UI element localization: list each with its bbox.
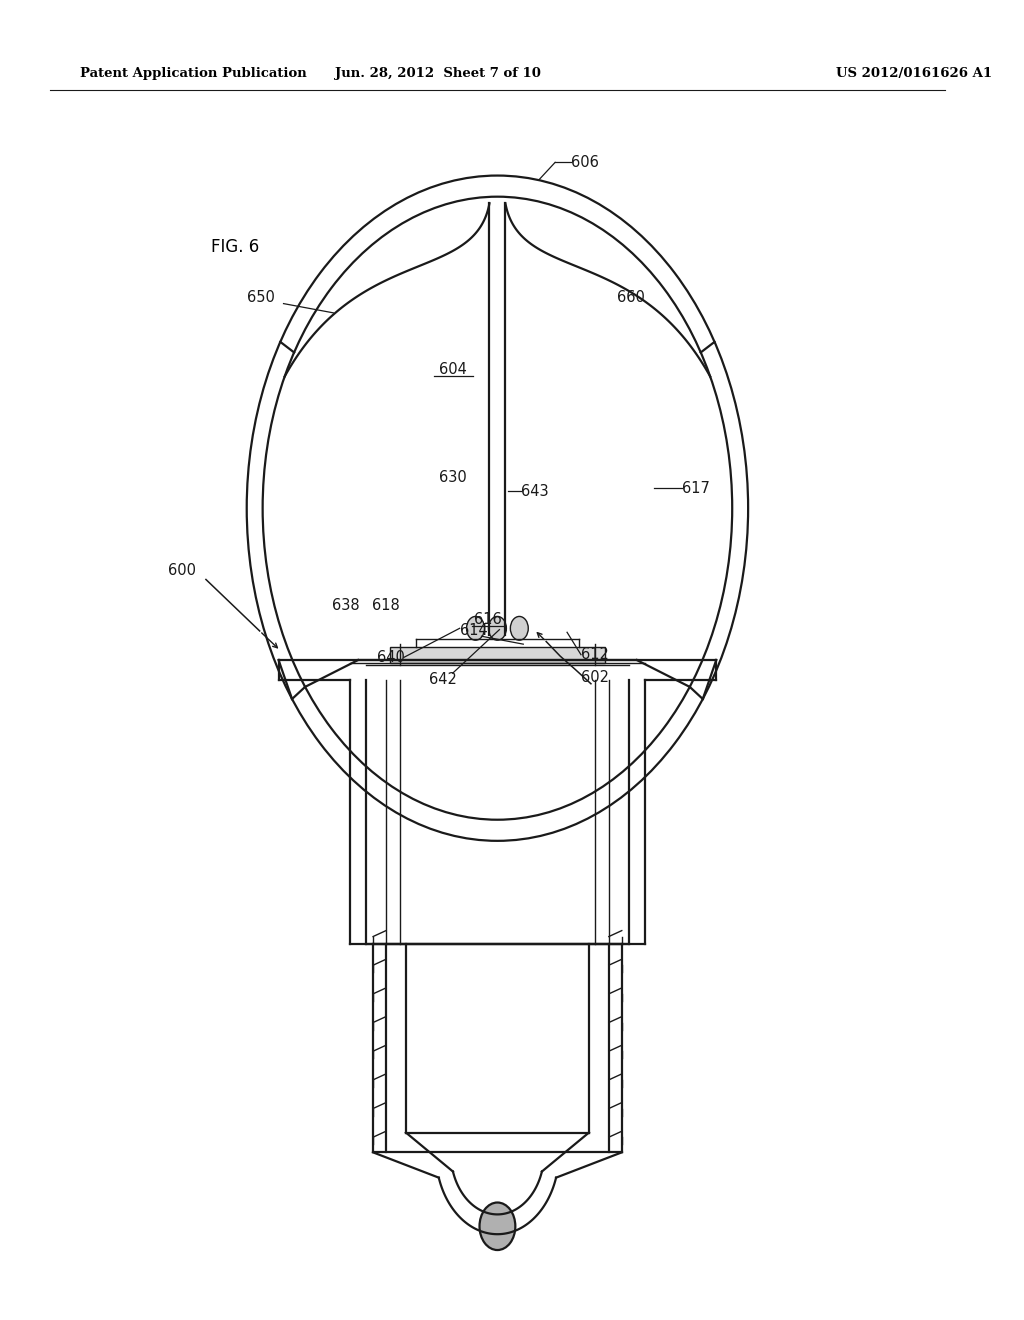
Text: 606: 606 (571, 154, 599, 170)
Text: 614: 614 (460, 623, 487, 639)
Text: FIG. 6: FIG. 6 (211, 238, 259, 256)
Circle shape (488, 616, 507, 640)
Circle shape (467, 616, 484, 640)
Text: 612: 612 (581, 647, 609, 663)
Text: 604: 604 (438, 362, 467, 378)
Text: 638: 638 (333, 598, 360, 614)
Circle shape (510, 616, 528, 640)
Text: 617: 617 (682, 480, 711, 496)
Text: 600: 600 (168, 562, 196, 578)
Text: 618: 618 (372, 598, 400, 614)
Circle shape (479, 1203, 515, 1250)
Bar (390, 647, 605, 663)
Text: 616: 616 (474, 611, 502, 627)
Text: 642: 642 (429, 672, 457, 688)
Text: 650: 650 (247, 289, 274, 305)
Text: US 2012/0161626 A1: US 2012/0161626 A1 (836, 67, 992, 81)
Text: Jun. 28, 2012  Sheet 7 of 10: Jun. 28, 2012 Sheet 7 of 10 (335, 67, 541, 81)
Text: 640: 640 (377, 649, 404, 665)
Text: 602: 602 (581, 669, 609, 685)
Text: Patent Application Publication: Patent Application Publication (80, 67, 306, 81)
Text: 660: 660 (616, 289, 645, 305)
Text: 630: 630 (438, 470, 467, 486)
Text: 643: 643 (521, 483, 549, 499)
